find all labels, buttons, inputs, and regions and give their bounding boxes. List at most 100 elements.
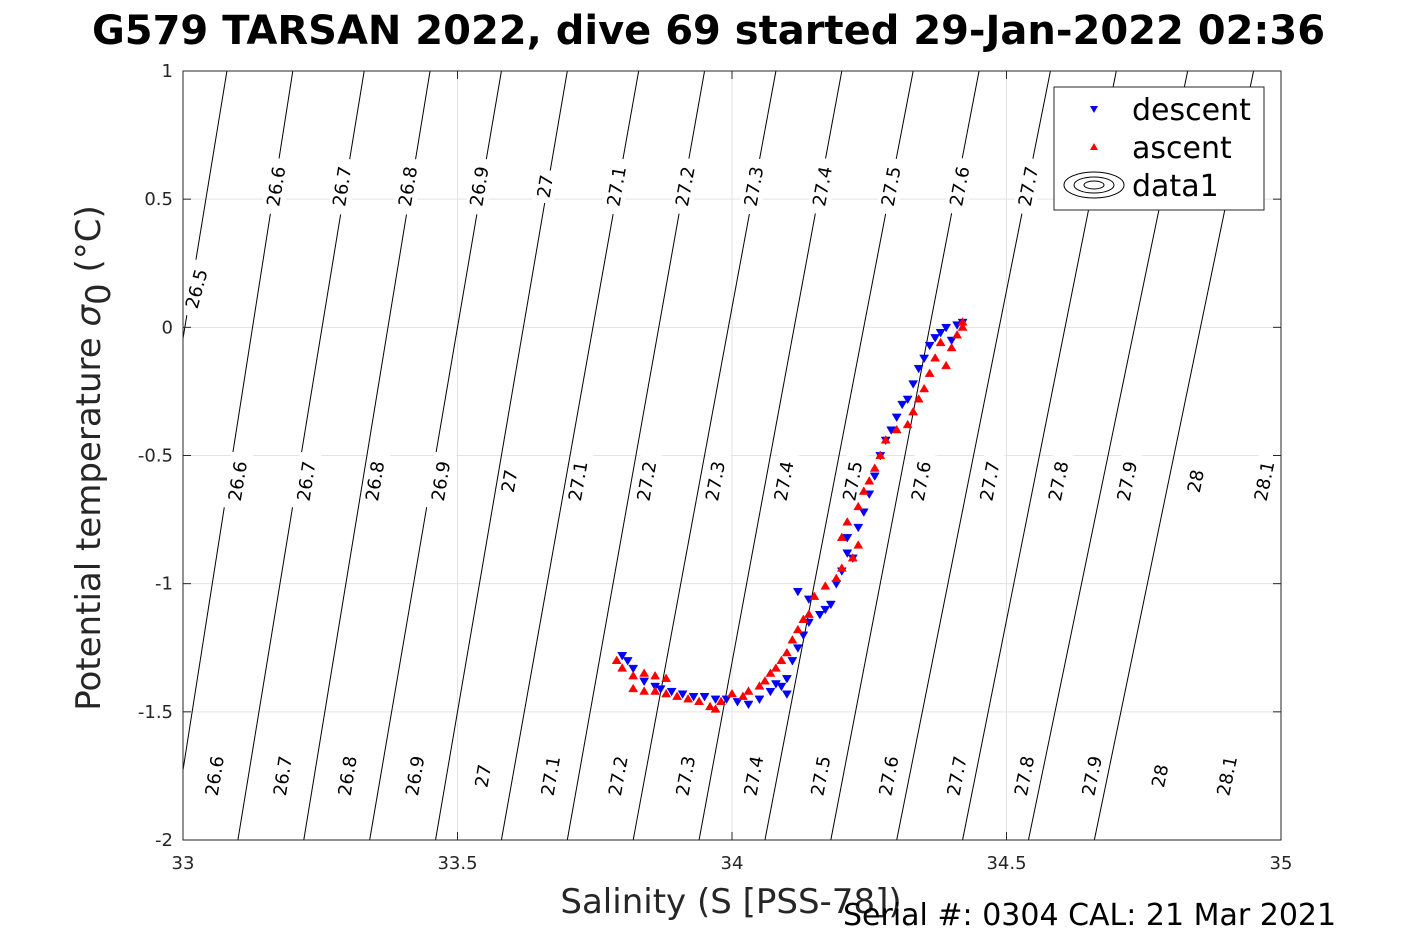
ascent-point	[650, 670, 661, 680]
descent-point	[754, 695, 765, 705]
contour-label: 26.6	[260, 156, 292, 216]
contour-label-text: 27	[498, 468, 523, 494]
descent-point	[721, 695, 732, 705]
contour-label: 27.2	[602, 746, 635, 806]
ascent-point	[792, 624, 803, 634]
ascent-point	[770, 663, 781, 672]
contour-label-text: 27.1	[603, 165, 630, 208]
y-axis-label-main: Potential temperature	[69, 327, 109, 711]
ascent-point	[908, 406, 919, 416]
contour-label-text: 27.9	[1114, 460, 1142, 503]
ascent-point	[661, 673, 672, 682]
contour-label: 27.4	[768, 451, 801, 511]
descent-point	[765, 687, 776, 697]
ascent-point	[727, 688, 737, 698]
contour-label-text: 28	[1148, 763, 1173, 790]
chart-title: G579 TARSAN 2022, dive 69 started 29-Jan…	[91, 8, 1326, 54]
descent-point	[853, 523, 864, 533]
descent-point	[825, 600, 836, 610]
legend-contour-icon	[1073, 176, 1115, 194]
ascent-point	[902, 419, 913, 429]
x-tick-label: 35	[1270, 853, 1293, 874]
contour-label: 27.2	[669, 156, 702, 216]
contour-label-bg	[425, 451, 457, 511]
y-tick-label: -1	[155, 574, 173, 595]
contour-label-text: 26.5	[182, 267, 213, 311]
contour-label: 27.7	[1012, 156, 1045, 216]
contour-label-bg	[1111, 451, 1144, 511]
descent-point	[628, 664, 639, 674]
contour-label-text: 27.1	[538, 754, 565, 797]
y-axis-label: Potential temperature σ0 (°C)	[69, 205, 119, 711]
contour-label: 27.4	[738, 746, 770, 806]
contour-label: 27.5	[836, 451, 869, 511]
serial-cal-footer: Serial #: 0304 CAL: 21 Mar 2021	[843, 898, 1337, 933]
contour-label-text: 27.8	[1045, 460, 1073, 503]
contour-label: 27.6	[872, 746, 906, 806]
ascent-point	[650, 686, 661, 695]
ascent-series	[611, 317, 968, 713]
contour-label-text: 27.6	[946, 165, 974, 208]
contour-label: 26.6	[222, 451, 254, 511]
ascent-point	[935, 337, 946, 347]
y-tick-label: 0	[162, 317, 173, 338]
contour-label-bg	[875, 156, 908, 216]
contour-label-text: 27.5	[839, 460, 867, 503]
ascent-point	[672, 691, 683, 700]
contour-label: 27.7	[940, 746, 974, 806]
contour-label: 27	[469, 757, 497, 795]
descent-point	[776, 682, 787, 692]
contour-label-bg	[806, 156, 839, 216]
descent-point	[891, 413, 902, 423]
ascent-point	[853, 540, 864, 549]
contour-label: 28.1	[1210, 746, 1244, 806]
contour-label-bg	[469, 757, 497, 795]
descent-point	[913, 364, 924, 374]
ascent-point	[869, 463, 880, 472]
contour-label-bg	[1146, 757, 1175, 795]
contour-label-bg	[399, 746, 431, 806]
ascent-point	[639, 668, 650, 677]
contour-label: 27	[496, 463, 524, 500]
data-points	[611, 317, 968, 713]
contour-label-text: 27.5	[807, 754, 835, 797]
descent-point	[781, 690, 792, 699]
contour-label: 28	[1181, 462, 1211, 500]
contour-label-text: 27.7	[976, 460, 1004, 503]
contour-label-bg	[1012, 156, 1045, 216]
descent-point	[935, 329, 946, 338]
contour-label-text: 26.9	[466, 165, 493, 208]
ascent-point	[880, 435, 891, 444]
descent-point	[941, 323, 952, 333]
ascent-point	[611, 655, 622, 664]
contour-label-text: 27.2	[605, 754, 633, 797]
contour-label-text: 27.7	[943, 754, 971, 797]
ascent-point	[628, 670, 639, 680]
contour-label-bg	[464, 156, 495, 216]
contour-label-text: 26.8	[362, 460, 389, 503]
contour-label-text: 26.7	[329, 165, 356, 208]
contour-label-text: 27.4	[771, 460, 799, 503]
contour-label-bg	[738, 746, 770, 806]
legend-contour-icon	[1083, 180, 1105, 190]
contour-label: 27.7	[973, 451, 1007, 511]
contour-label-text: 27.3	[741, 165, 769, 208]
descent-point	[732, 698, 743, 707]
contour-label-bg	[699, 451, 732, 511]
contour-label: 27.5	[875, 156, 908, 216]
contour-label: 27.9	[1111, 451, 1144, 511]
contour-label: 27.1	[535, 746, 567, 806]
contour-label-text: 27.2	[634, 460, 662, 503]
contour-label: 27.2	[631, 451, 663, 511]
ascent-point	[754, 681, 765, 690]
contour-label-bg	[940, 746, 974, 806]
contour-label-bg	[359, 451, 391, 511]
contour-label-text: 26.7	[270, 755, 297, 798]
x-axis-label: Salinity (S [PSS-78])	[560, 882, 901, 922]
legend-box	[1053, 86, 1265, 211]
contour-label: 27.8	[1008, 746, 1041, 806]
descent-point	[792, 587, 803, 597]
contour-label-bg	[1075, 746, 1109, 806]
descent-point	[666, 687, 677, 697]
ascent-point	[798, 614, 809, 623]
